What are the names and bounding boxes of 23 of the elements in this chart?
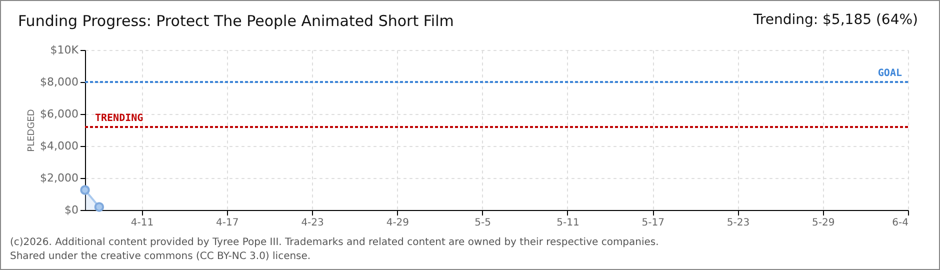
- text: Shared under the creative commons (CC BY-NC 3.0) license.: [10, 250, 312, 264]
- y-tick-label: $6,000: [40, 108, 78, 120]
- x-tick-label: 4-29: [386, 218, 410, 228]
- y-tick-label: $2,000: [40, 172, 78, 184]
- x-tick-label: 4-23: [301, 218, 324, 228]
- x-tick-label: 5-11: [556, 218, 580, 228]
- text: (c)2026. Additional content provided by Tyree Pope III. Trademarks and related content are owned by their respective companies.: [10, 236, 659, 250]
- x-tick-label: 5-5: [474, 218, 491, 228]
- x-tick-label: 6-4: [892, 218, 908, 228]
- chart-title: Funding Progress: Protect The People Animated Short Film: [18, 12, 454, 30]
- x-tick-label: 5-29: [812, 218, 835, 228]
- x-tick-label: 4-11: [130, 218, 154, 228]
- y-axis-title: PLEDGED: [27, 109, 38, 152]
- y-tick-label: $0: [64, 204, 78, 216]
- y-tick-label: $4,000: [40, 140, 78, 152]
- y-tick-label: $8,000: [40, 76, 78, 88]
- chart-subtitle: Trending: $5,185 (64%): [753, 12, 918, 28]
- ref-line-label: TRENDING: [95, 113, 144, 124]
- x-tick-label: 4-17: [216, 218, 239, 228]
- y-tick-label: $10K: [50, 44, 80, 56]
- ref-line-label: GOAL: [878, 68, 902, 79]
- x-tick-label: 5-23: [726, 218, 750, 228]
- x-tick-label: 5-17: [642, 218, 664, 228]
